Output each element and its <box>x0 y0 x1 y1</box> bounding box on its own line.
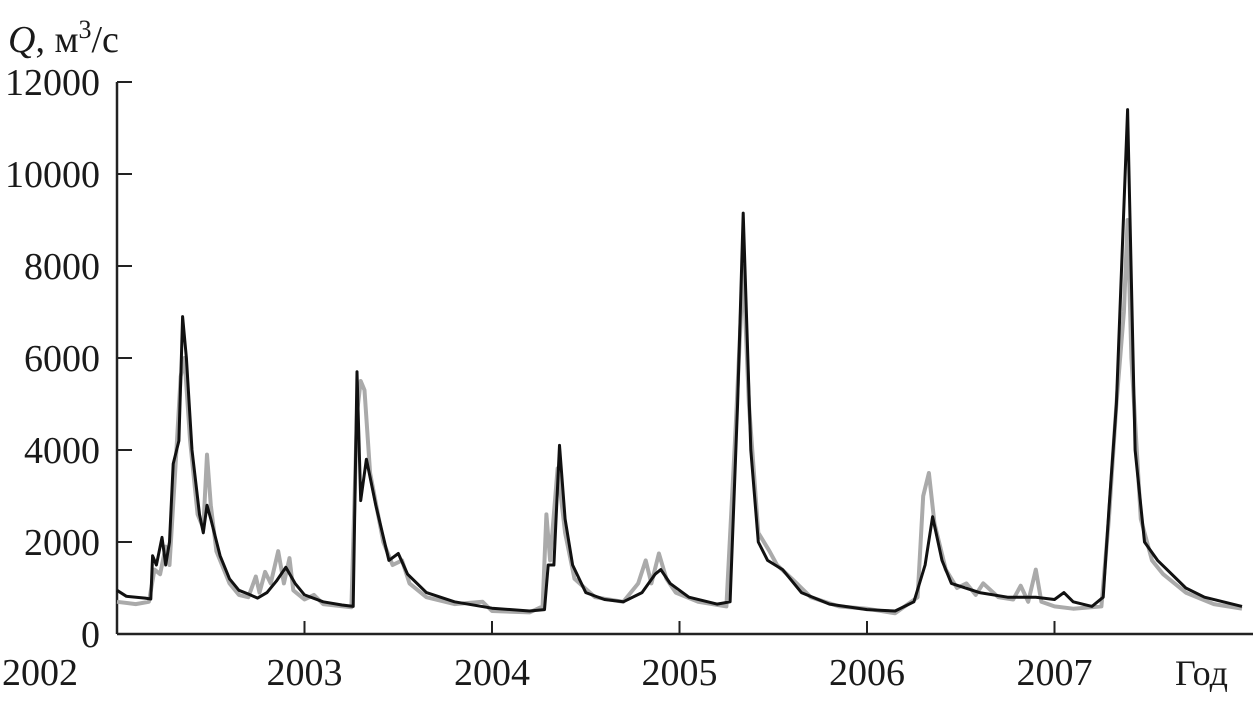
y-tick-label: 12000 <box>5 62 100 104</box>
y-tick-label: 10000 <box>5 154 100 196</box>
x-axis-label: Год <box>1175 653 1228 693</box>
y-tick-label: 6000 <box>24 338 100 380</box>
x-tick-label: 2006 <box>829 652 905 694</box>
series-group <box>116 108 1243 616</box>
x-tick-label: 2005 <box>642 652 718 694</box>
y-axis-label: Q, м3/с <box>8 15 119 61</box>
x-tick-label: 2002 <box>2 652 78 694</box>
y-tick-label: 4000 <box>24 430 100 472</box>
y-tick-label: 8000 <box>24 246 100 288</box>
x-tick-label: 2004 <box>454 652 530 694</box>
series-line-gray <box>116 218 1243 616</box>
axes <box>115 81 1253 636</box>
x-tick-label: 2007 <box>1017 652 1093 694</box>
y-tick-label: 0 <box>81 614 100 656</box>
y-tick-label: 2000 <box>24 522 100 564</box>
tick-labels: 0 2000 4000 6000 8000 10000 12000 2002 2003 2004 2… <box>2 62 1093 694</box>
series-line-black <box>116 108 1243 613</box>
x-tick-label: 2003 <box>267 652 343 694</box>
